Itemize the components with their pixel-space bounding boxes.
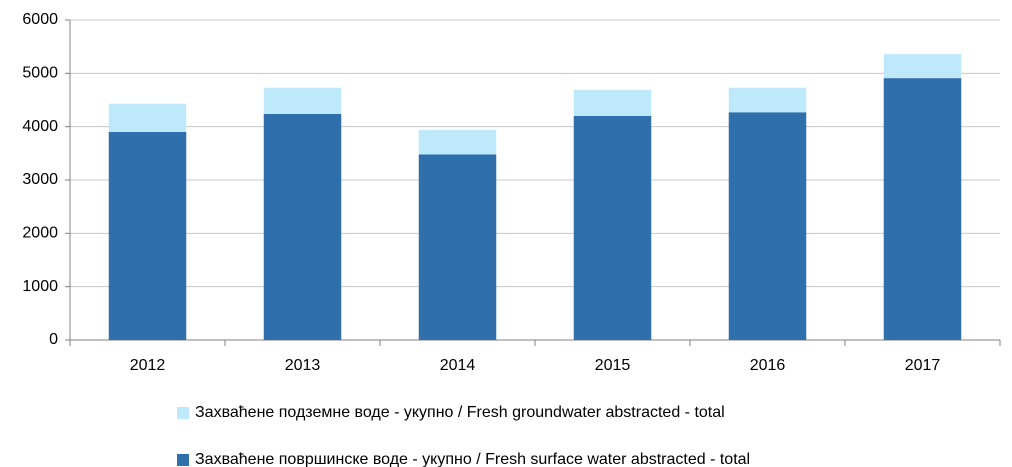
bar-segment <box>263 113 342 340</box>
x-tick-label: 2015 <box>595 357 631 374</box>
y-tick-label: 0 <box>49 331 58 348</box>
x-tick-label: 2014 <box>440 357 476 374</box>
x-tick-label: 2016 <box>750 357 786 374</box>
legend-label: Захваћене површинске воде - укупно / Fre… <box>195 451 750 467</box>
bar-segment <box>883 54 962 79</box>
y-tick-label: 6000 <box>22 11 58 28</box>
x-tick-label: 2012 <box>130 357 166 374</box>
legend-swatch <box>177 454 189 466</box>
bar-segment <box>418 129 497 155</box>
bar-segment <box>728 112 807 341</box>
x-tick-label: 2017 <box>905 357 941 374</box>
y-tick-label: 3000 <box>22 171 58 188</box>
bar-segment <box>573 116 652 340</box>
y-tick-label: 2000 <box>22 225 58 242</box>
bar-segment <box>108 132 187 340</box>
bar-segment <box>263 87 342 114</box>
legend-swatch <box>177 407 189 419</box>
bar-segment <box>573 89 652 116</box>
bar-segment <box>883 78 962 340</box>
y-tick-label: 1000 <box>22 278 58 295</box>
bar-segment <box>418 154 497 340</box>
y-tick-label: 4000 <box>22 118 58 135</box>
y-tick-label: 5000 <box>22 65 58 82</box>
x-tick-label: 2013 <box>285 357 321 374</box>
legend-label: Захваћене подземне воде - укупно / Fresh… <box>195 404 725 421</box>
bar-segment <box>108 103 187 132</box>
bar-segment <box>728 87 807 113</box>
